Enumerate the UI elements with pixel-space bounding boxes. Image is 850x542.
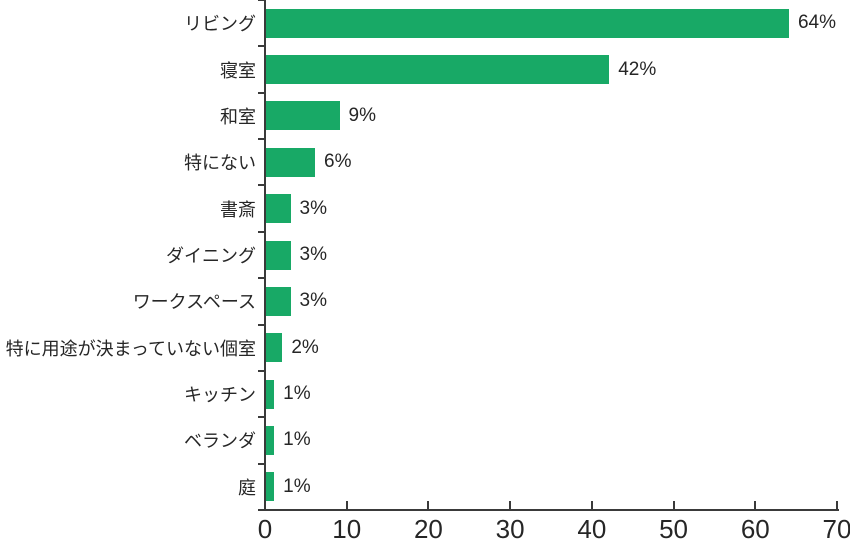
y-axis-tick bbox=[258, 45, 264, 48]
value-label: 1% bbox=[283, 475, 311, 497]
category-label: ダイニング bbox=[166, 246, 256, 266]
value-label: 6% bbox=[324, 151, 352, 173]
y-axis-tick bbox=[258, 416, 264, 419]
x-axis-tick bbox=[590, 501, 593, 509]
x-axis-tick-label: 60 bbox=[740, 514, 770, 542]
x-axis-tick-label: 70 bbox=[822, 514, 850, 542]
bar bbox=[266, 55, 610, 85]
y-axis-tick bbox=[258, 462, 264, 465]
bar bbox=[266, 8, 789, 38]
x-axis-tick-label: 20 bbox=[413, 514, 443, 542]
category-label: 庭 bbox=[238, 477, 256, 498]
bar bbox=[266, 101, 340, 131]
bar bbox=[266, 333, 283, 363]
category-label: 書斎 bbox=[220, 199, 256, 220]
y-axis-tick bbox=[258, 91, 264, 94]
y-axis-tick bbox=[258, 0, 264, 1]
value-label: 1% bbox=[283, 383, 311, 405]
category-label: 特にない bbox=[184, 153, 256, 174]
value-label: 64% bbox=[797, 12, 836, 34]
x-axis-tick-label: 40 bbox=[577, 514, 607, 542]
value-label: 9% bbox=[348, 104, 376, 126]
x-axis-tick-label: 50 bbox=[659, 514, 689, 542]
value-label: 42% bbox=[618, 58, 657, 80]
y-axis-tick bbox=[258, 138, 264, 141]
y-axis-tick bbox=[258, 369, 264, 372]
x-axis-tick-label: 10 bbox=[332, 514, 362, 542]
x-axis-tick bbox=[345, 501, 348, 509]
bar bbox=[266, 425, 275, 455]
y-axis-tick bbox=[258, 184, 264, 187]
x-axis-tick bbox=[509, 501, 512, 509]
y-axis-tick bbox=[258, 230, 264, 233]
x-axis-tick bbox=[672, 501, 675, 509]
category-label: ベランダ bbox=[184, 431, 256, 452]
value-label: 1% bbox=[283, 429, 311, 451]
category-label: 和室 bbox=[220, 106, 256, 127]
bar bbox=[266, 379, 275, 409]
category-label: 特に用途が決まっていない個室 bbox=[5, 338, 256, 359]
bar bbox=[266, 240, 291, 270]
value-label: 3% bbox=[299, 197, 327, 219]
x-axis-tick bbox=[427, 501, 430, 509]
bar bbox=[266, 194, 291, 224]
bar bbox=[266, 147, 316, 177]
x-axis-line bbox=[264, 509, 839, 511]
x-axis-tick-label: 30 bbox=[495, 514, 525, 542]
x-axis-tick bbox=[754, 501, 757, 509]
x-axis-tick bbox=[836, 501, 838, 509]
y-axis-tick bbox=[258, 323, 264, 326]
value-label: 2% bbox=[291, 336, 319, 358]
category-label: キッチン bbox=[184, 385, 256, 406]
bar bbox=[266, 286, 291, 316]
category-label: リビング bbox=[184, 14, 256, 35]
y-axis-tick bbox=[258, 509, 264, 511]
y-axis-line bbox=[264, 0, 266, 511]
y-axis-tick bbox=[258, 277, 264, 280]
category-label: 寝室 bbox=[220, 60, 256, 81]
value-label: 3% bbox=[299, 290, 327, 312]
x-axis-tick-label: 0 bbox=[257, 514, 273, 542]
category-label: ワークスペース bbox=[132, 292, 256, 313]
bar bbox=[266, 472, 275, 502]
value-label: 3% bbox=[299, 244, 327, 265]
